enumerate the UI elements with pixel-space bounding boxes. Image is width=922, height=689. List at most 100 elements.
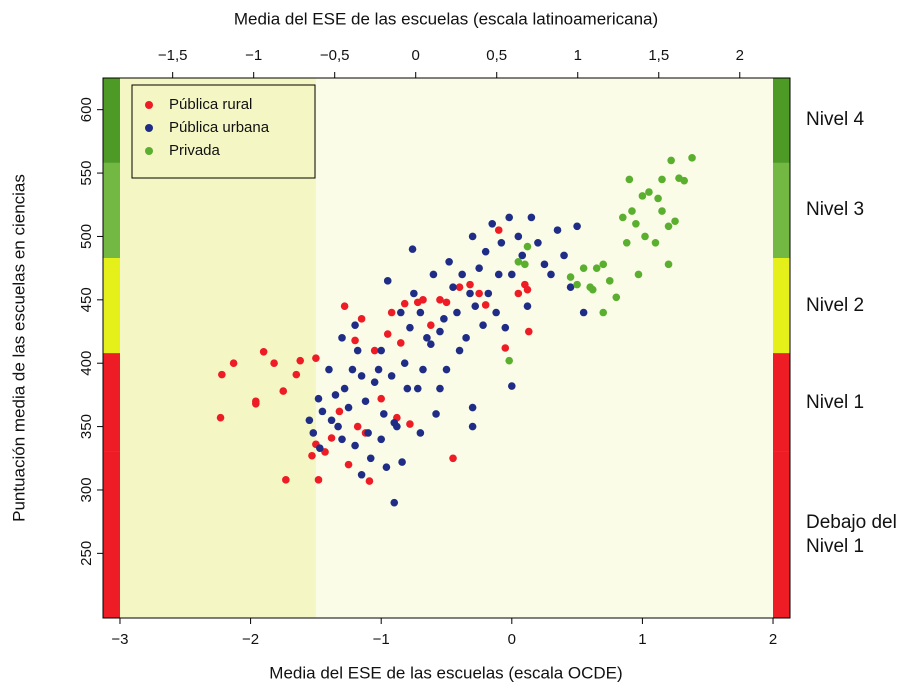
point: [387, 372, 396, 380]
point: [619, 213, 627, 222]
point: [645, 188, 653, 196]
point: [410, 289, 418, 298]
x-tick-label: −1: [373, 631, 390, 648]
point: [357, 470, 366, 479]
point: [494, 270, 503, 279]
point: [505, 213, 513, 222]
point: [605, 277, 614, 285]
point: [524, 327, 533, 336]
point: [664, 260, 673, 269]
point: [408, 245, 417, 253]
point: [413, 384, 422, 393]
point: [325, 365, 333, 374]
level-label: Nivel 2: [806, 294, 865, 316]
point: [628, 207, 636, 215]
point: [419, 365, 427, 374]
level-band: [773, 353, 790, 452]
point: [453, 308, 461, 317]
point: [494, 226, 503, 234]
point: [321, 448, 329, 456]
level-band: [103, 353, 120, 452]
point: [344, 403, 353, 412]
point: [383, 277, 392, 285]
point: [658, 175, 666, 184]
point: [318, 407, 327, 416]
point: [383, 330, 392, 338]
point: [370, 378, 379, 387]
point: [436, 384, 444, 393]
point: [390, 498, 399, 507]
point: [396, 308, 405, 317]
point: [573, 280, 581, 289]
point: [305, 416, 314, 425]
point: [423, 334, 431, 342]
point: [547, 270, 555, 279]
point: [229, 359, 238, 368]
legend-label: Privada: [169, 142, 221, 159]
point: [462, 334, 470, 342]
x-tick-label: 2: [769, 631, 777, 648]
point: [351, 441, 359, 450]
legend-box: [131, 84, 316, 179]
point: [664, 222, 673, 231]
point: [579, 264, 588, 272]
point: [442, 298, 451, 307]
point: [445, 258, 453, 266]
point: [508, 382, 516, 390]
point: [216, 413, 225, 422]
point: [406, 323, 414, 332]
point: [573, 222, 581, 231]
point: [455, 346, 464, 355]
point: [497, 238, 506, 247]
point: [534, 238, 542, 247]
point: [380, 410, 388, 418]
point: [427, 340, 435, 348]
x2-tick-label: −1: [245, 47, 262, 64]
y-tick-label: 250: [78, 541, 95, 566]
x2-tick-label: 1,5: [648, 47, 669, 64]
point: [579, 308, 588, 317]
point: [458, 270, 466, 279]
x-tick-label: 0: [508, 631, 516, 648]
point: [259, 348, 268, 356]
legend-marker: [145, 101, 153, 109]
point: [523, 302, 532, 310]
point: [296, 356, 305, 365]
point: [449, 283, 457, 291]
x2-tick-label: 0,5: [486, 47, 507, 64]
point: [387, 308, 396, 317]
point: [338, 435, 346, 444]
point: [419, 296, 427, 304]
point: [612, 293, 621, 302]
point: [523, 242, 532, 251]
point: [365, 477, 374, 485]
point: [523, 285, 532, 294]
point: [370, 346, 379, 355]
point: [393, 422, 401, 431]
legend-marker: [145, 147, 153, 155]
level-label: Nivel 4: [806, 109, 865, 131]
point: [592, 264, 601, 272]
y-tick-label: 350: [78, 414, 95, 439]
point: [340, 302, 349, 310]
point: [309, 429, 318, 437]
y-tick-label: 600: [78, 97, 95, 122]
plot-frame: [102, 77, 791, 619]
point: [475, 264, 483, 272]
point: [488, 219, 497, 228]
point: [468, 403, 477, 412]
point: [514, 232, 523, 241]
point: [671, 217, 679, 226]
level-label: Nivel 1: [806, 391, 865, 413]
level-band: [773, 162, 790, 258]
point: [688, 154, 696, 162]
point: [252, 399, 260, 408]
legend-label: Pública rural: [169, 96, 252, 113]
point: [638, 192, 647, 200]
point: [521, 260, 529, 269]
point: [588, 285, 597, 294]
point: [455, 283, 464, 291]
point: [449, 454, 457, 463]
point: [377, 346, 385, 355]
